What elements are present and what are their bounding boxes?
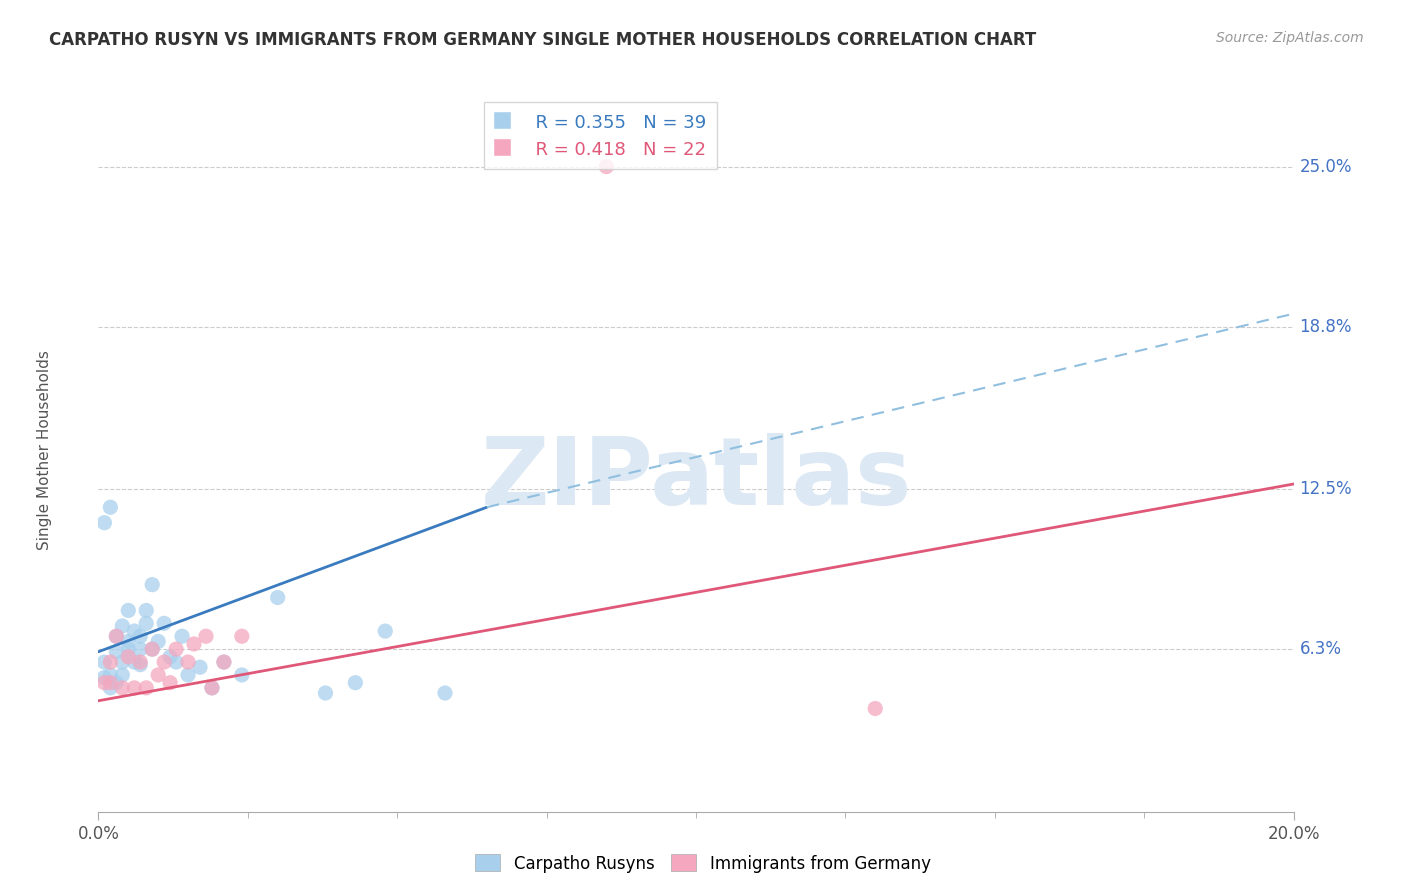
Point [212,655,235,669]
Point [165,655,187,669]
Point [98,655,122,669]
Point [111,619,134,633]
Text: 18.8%: 18.8% [1299,318,1353,335]
Point [148,634,170,648]
Point [129,642,152,657]
Point [153,655,176,669]
Point [434,686,457,700]
Point [105,675,128,690]
Text: Single Mother Households: Single Mother Households [37,351,52,550]
Point [595,160,617,174]
Point [195,629,218,643]
Point [315,686,337,700]
Point [124,681,146,695]
Point [201,681,224,695]
Point [201,681,224,695]
Text: CARPATHO RUSYN VS IMMIGRANTS FROM GERMANY SINGLE MOTHER HOUSEHOLDS CORRELATION C: CARPATHO RUSYN VS IMMIGRANTS FROM GERMAN… [49,31,1036,49]
Point [172,629,194,643]
Point [135,603,157,617]
Text: 12.5%: 12.5% [1299,480,1353,498]
Point [111,668,134,682]
Point [231,668,253,682]
Point [188,660,211,674]
Point [117,634,139,648]
Point [98,500,122,515]
Point [159,649,181,664]
Point [177,655,200,669]
Point [129,629,152,643]
Point [153,616,176,631]
Point [98,681,122,695]
Point [141,577,163,591]
Legend: Carpatho Rusyns, Immigrants from Germany: Carpatho Rusyns, Immigrants from Germany [468,847,938,880]
Point [124,624,146,639]
Point [93,671,115,685]
Point [111,655,134,669]
Point [231,629,253,643]
Point [141,642,163,657]
Point [165,642,187,657]
Point [148,668,170,682]
Point [374,624,396,639]
Point [865,701,887,715]
Point [267,591,290,605]
Point [98,668,122,682]
Point [124,655,146,669]
Legend:   R = 0.355   N = 39,   R = 0.418   N = 22: R = 0.355 N = 39, R = 0.418 N = 22 [484,102,717,169]
Point [344,675,367,690]
Point [135,616,157,631]
Point [177,668,200,682]
Point [129,655,152,669]
Point [105,645,128,659]
Point [183,637,205,651]
Point [105,629,128,643]
Point [93,675,115,690]
Point [117,603,139,617]
Text: Source: ZipAtlas.com: Source: ZipAtlas.com [1216,31,1364,45]
Point [98,675,122,690]
Point [111,681,134,695]
Point [159,675,181,690]
Text: 6.3%: 6.3% [1299,640,1341,658]
Point [212,655,235,669]
Point [129,657,152,672]
Text: 25.0%: 25.0% [1299,158,1353,176]
Point [135,681,157,695]
Point [117,649,139,664]
Point [93,655,115,669]
Point [105,629,128,643]
Point [141,642,163,657]
Text: ZIPatlas: ZIPatlas [481,434,911,525]
Point [117,642,139,657]
Point [93,516,115,530]
